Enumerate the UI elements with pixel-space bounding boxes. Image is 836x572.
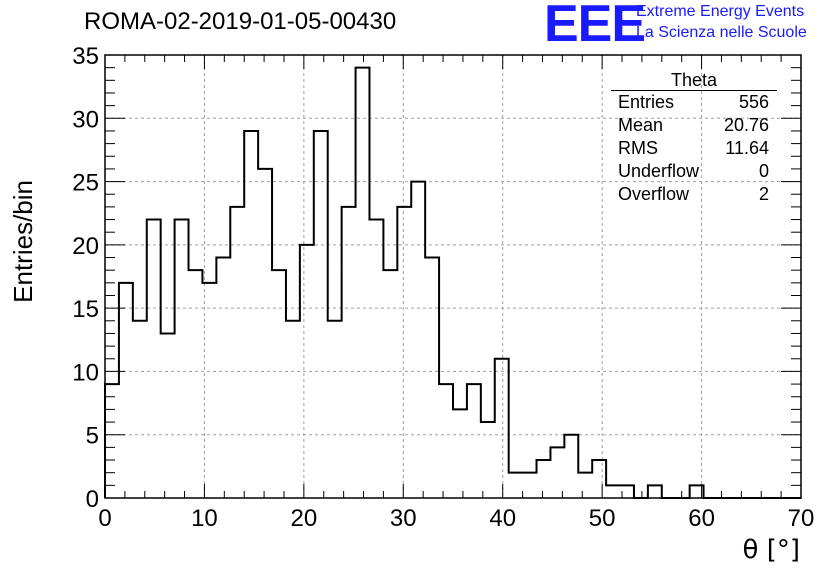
chart-title: ROMA-02-2019-01-05-00430 — [84, 8, 397, 35]
org-name-line2: La Scienza nelle Scuole — [636, 24, 807, 41]
y-tick-label: 10 — [72, 359, 99, 386]
grid-lines — [105, 55, 801, 498]
y-tick-label: 5 — [86, 423, 99, 450]
plot-frame — [104, 54, 802, 499]
y-tick-label: 20 — [72, 233, 99, 260]
y-tick-label: 25 — [72, 170, 99, 197]
axes — [104, 54, 802, 499]
y-axis-label: Entries/bin — [8, 180, 38, 303]
stats-row-overflow: Overflow 2 — [611, 183, 777, 206]
x-tick-label: 30 — [390, 505, 417, 532]
stats-title: Theta — [611, 70, 777, 91]
stats-row-rms: RMS 11.64 — [611, 137, 777, 160]
y-tick-label: 35 — [72, 43, 99, 70]
x-tick-label: 70 — [788, 505, 815, 532]
stats-row-underflow: Underflow 0 — [611, 160, 777, 183]
x-tick-label: 50 — [589, 505, 616, 532]
x-tick-label: 0 — [98, 505, 111, 532]
stats-label: Mean — [618, 115, 664, 135]
stats-label: Overflow — [618, 184, 690, 204]
stats-label: Underflow — [618, 161, 700, 181]
x-tick-label: 10 — [191, 505, 218, 532]
x-axis-label: θ [°] — [743, 535, 800, 565]
stats-row-entries: Entries 556 — [611, 91, 777, 114]
org-name-line1: Extreme Energy Events — [636, 3, 805, 20]
eee-logo: EEE — [544, 0, 646, 53]
stats-row-mean: Mean 20.76 — [611, 114, 777, 137]
stats-label: Entries — [618, 92, 675, 112]
y-tick-label: 30 — [72, 106, 99, 133]
x-tick-label: 40 — [489, 505, 516, 532]
stats-box: Theta Entries 556 Mean 20.76 RMS 11.64 U… — [611, 70, 777, 206]
y-tick-label: 0 — [86, 486, 99, 513]
x-tick-label: 60 — [688, 505, 715, 532]
stats-value: 556 — [738, 92, 769, 112]
stats-label: RMS — [618, 138, 658, 158]
x-tick-label: 20 — [291, 505, 318, 532]
stats-value: 11.64 — [725, 138, 769, 158]
stats-value: 20.76 — [723, 115, 769, 135]
stats-value: 0 — [758, 161, 769, 181]
stats-value: 2 — [758, 184, 769, 204]
y-tick-label: 15 — [72, 296, 99, 323]
